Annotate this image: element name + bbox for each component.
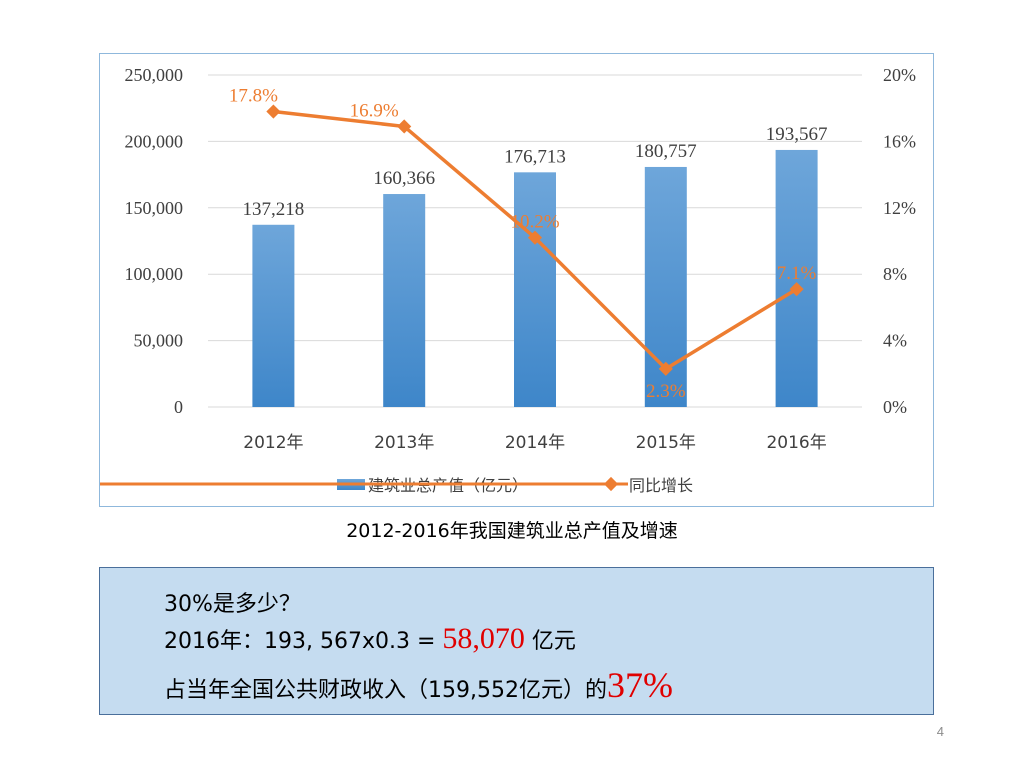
bar (383, 194, 426, 407)
right-axis-tick-label: 8% (883, 264, 907, 284)
bar-data-label: 137,218 (243, 199, 305, 220)
note-line-1: 30%是多少？ (164, 592, 301, 617)
legend-line-label: 同比增长 (629, 476, 693, 495)
note-line-2: 2016年：193, 567x0.3 = 58,070 亿元 (164, 622, 576, 656)
left-axis-tick-label: 100,000 (125, 264, 184, 284)
right-axis-tick-label: 4% (883, 331, 907, 351)
growth-point (397, 119, 412, 134)
growth-point (266, 104, 281, 119)
line-data-label: 10.2% (510, 212, 559, 233)
left-axis-tick-label: 250,000 (125, 65, 184, 85)
x-axis-tick-label: 2015年 (636, 433, 696, 453)
line-data-label: 7.1% (777, 263, 817, 284)
caption-text: 年我国建筑业总产值及增速 (449, 520, 678, 542)
right-axis-tick-label: 0% (883, 397, 907, 417)
bar-data-label: 180,757 (635, 141, 697, 162)
chart-caption: 2012-2016年我国建筑业总产值及增速 (0, 516, 1024, 543)
note-line-3: 占当年全国公共财政收入（159,552亿元）的37% (164, 664, 673, 706)
left-axis-tick-label: 50,000 (134, 331, 184, 351)
note-line-3-prefix: 占当年全国公共财政收入（159,552亿元）的 (164, 678, 607, 703)
note-percent-value: 37% (606, 665, 673, 705)
bar-data-label: 160,366 (373, 168, 435, 189)
chart-svg: 0 50,000 100,000 150,000 200,000 250,000 0% 4% 8… (100, 65, 916, 495)
bar (775, 149, 818, 407)
caption-year-range: 2012-2016 (346, 520, 450, 542)
note-line-2-suffix: 亿元 (524, 629, 576, 654)
left-axis-tick-label: 150,000 (125, 198, 184, 218)
bar-data-label: 176,713 (504, 146, 566, 167)
bar-data-label: 193,567 (766, 124, 828, 145)
page-number: 4 (936, 724, 944, 739)
note-box: 30%是多少？ 2016年：193, 567x0.3 = 58,070 亿元 占… (99, 567, 934, 715)
growth-point (527, 230, 543, 245)
chart-frame: 0 50,000 100,000 150,000 200,000 250,000 0% 4% 8… (99, 53, 934, 507)
line-data-label: 16.9% (350, 100, 399, 121)
growth-point (789, 282, 804, 297)
note-result-value: 58,070 (442, 622, 525, 655)
bar (252, 224, 295, 407)
x-axis-tick-label: 2016年 (766, 433, 826, 453)
right-axis-tick-label: 20% (883, 65, 916, 85)
legend-line-marker (603, 476, 619, 492)
right-axis-tick-label: 16% (883, 131, 916, 151)
left-axis-tick-label: 200,000 (125, 131, 184, 151)
left-axis-tick-label: 0 (174, 397, 183, 417)
bar (514, 172, 556, 407)
x-axis-tick-label: 2012年 (243, 433, 303, 453)
x-axis-tick-label: 2013年 (374, 433, 434, 453)
line-data-label: 17.8% (229, 86, 278, 107)
line-data-label: 2.3% (646, 381, 686, 402)
x-axis-tick-label: 2014年 (505, 433, 565, 453)
growth-point (658, 361, 673, 376)
right-axis-tick-label: 12% (883, 198, 916, 218)
note-line-2-prefix: 2016年：193, 567x0.3 = (164, 629, 443, 654)
